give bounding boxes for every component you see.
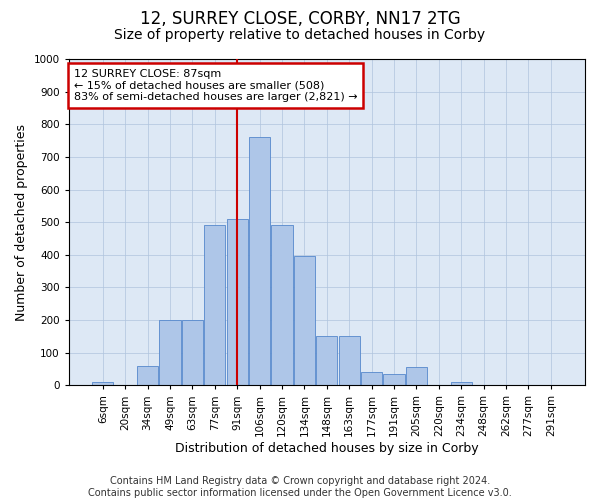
Bar	[361, 372, 382, 386]
Text: Contains HM Land Registry data © Crown copyright and database right 2024.
Contai: Contains HM Land Registry data © Crown c…	[88, 476, 512, 498]
Bar	[406, 368, 427, 386]
Text: 12 SURREY CLOSE: 87sqm
← 15% of detached houses are smaller (508)
83% of semi-de: 12 SURREY CLOSE: 87sqm ← 15% of detached…	[74, 69, 358, 102]
Bar	[338, 336, 360, 386]
Bar	[294, 256, 315, 386]
Bar	[160, 320, 181, 386]
Bar	[451, 382, 472, 386]
Bar	[316, 336, 337, 386]
Bar	[227, 219, 248, 386]
Bar	[137, 366, 158, 386]
Bar	[383, 374, 405, 386]
Bar	[249, 138, 270, 386]
Y-axis label: Number of detached properties: Number of detached properties	[15, 124, 28, 320]
Bar	[92, 382, 113, 386]
Text: 12, SURREY CLOSE, CORBY, NN17 2TG: 12, SURREY CLOSE, CORBY, NN17 2TG	[140, 10, 460, 28]
X-axis label: Distribution of detached houses by size in Corby: Distribution of detached houses by size …	[175, 442, 479, 455]
Text: Size of property relative to detached houses in Corby: Size of property relative to detached ho…	[115, 28, 485, 42]
Bar	[271, 226, 293, 386]
Bar	[204, 226, 226, 386]
Bar	[182, 320, 203, 386]
